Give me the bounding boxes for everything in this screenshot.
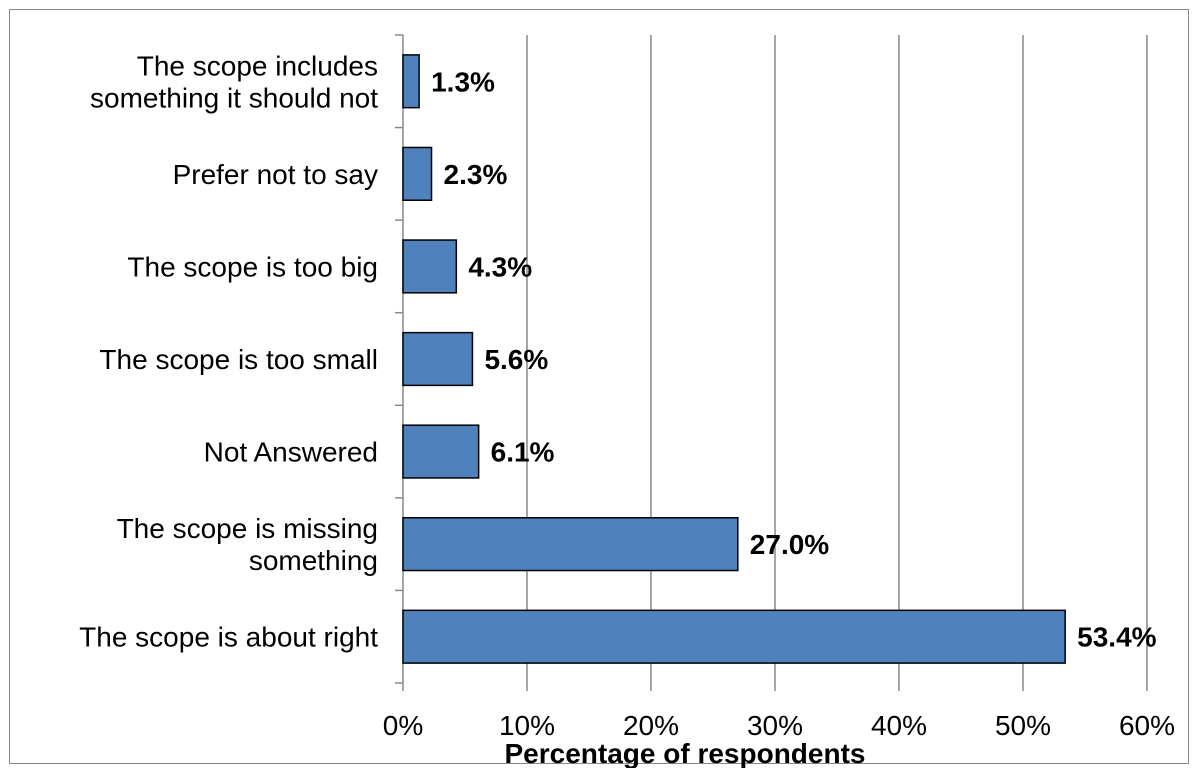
category-label-line: Not Answered — [204, 437, 378, 468]
bar — [402, 239, 458, 294]
category-label-line: The scope is too small — [99, 344, 378, 375]
category-label-line: The scope is about right — [79, 622, 378, 653]
bar — [402, 424, 480, 479]
category-label-line: Prefer not to say — [173, 159, 378, 190]
bar — [402, 146, 433, 201]
category-label: The scope includes something it should no… — [90, 50, 378, 113]
category-label-line: The scope is missing — [117, 513, 378, 544]
category-label-line: something it should not — [90, 82, 378, 113]
category-labels: The scope includes something it should no… — [79, 50, 378, 652]
data-label: 2.3% — [444, 159, 508, 190]
x-tick-label: 20% — [623, 710, 679, 741]
data-label: 4.3% — [468, 251, 532, 282]
category-label: The scope is missing something — [117, 513, 378, 576]
data-label: 27.0% — [750, 529, 829, 560]
category-label-line: something — [249, 545, 378, 576]
data-label: 53.4% — [1077, 622, 1156, 653]
x-tick-label: 30% — [747, 710, 803, 741]
category-label: Prefer not to say — [173, 159, 378, 190]
category-label: Not Answered — [204, 437, 378, 468]
bar — [402, 54, 420, 109]
x-tick-label: 0% — [383, 710, 423, 741]
category-label-line: The scope includes — [137, 50, 378, 81]
bar — [402, 517, 739, 572]
data-labels: 1.3% 2.3% 4.3% 5.6% 6.1% 27.0% 53.4% — [431, 66, 1157, 652]
category-label: The scope is too big — [127, 251, 378, 282]
data-label: 6.1% — [491, 437, 555, 468]
category-label: The scope is too small — [99, 344, 378, 375]
x-tick-labels: 0% 10% 20% 30% 40% 50% 60% — [383, 710, 1175, 741]
data-label: 1.3% — [431, 66, 495, 97]
data-label: 5.6% — [484, 344, 548, 375]
x-axis-title: Percentage of respondents — [505, 738, 866, 768]
x-tick-label: 10% — [499, 710, 555, 741]
bar — [402, 331, 474, 387]
x-tick-label: 40% — [871, 710, 927, 741]
x-tick-label: 60% — [1119, 710, 1175, 741]
x-tick-label: 50% — [995, 710, 1051, 741]
bars — [402, 54, 1066, 664]
gridlines — [526, 35, 1148, 683]
bar — [402, 609, 1066, 664]
category-label: The scope is about right — [79, 622, 378, 653]
category-label-line: The scope is too big — [127, 251, 378, 282]
